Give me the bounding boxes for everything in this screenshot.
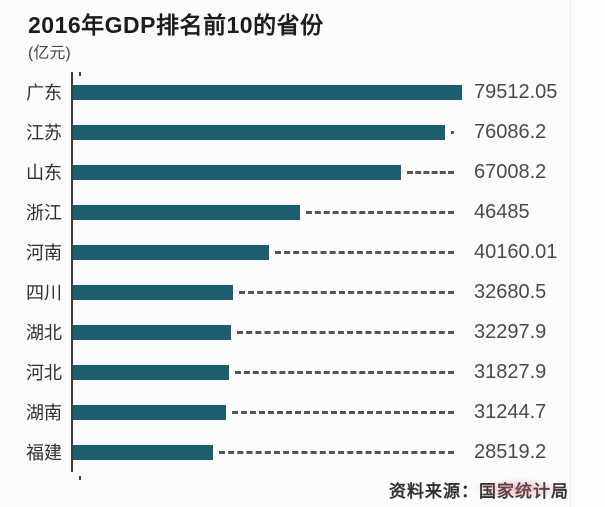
- bar: [73, 244, 270, 260]
- leader-line: [451, 130, 454, 134]
- bar: [73, 124, 446, 140]
- leader-line: [218, 450, 454, 454]
- bar-chart: 广东 79512.05 江苏 76086.2 山东 67008.2 浙江 46485 河南 401…: [0, 72, 570, 472]
- category-label: 福建: [26, 443, 62, 463]
- chart-row: 湖北 32297.9: [0, 312, 585, 352]
- bar-track: [71, 112, 462, 152]
- source-note: 资料来源：国家统计局: [389, 482, 569, 501]
- bar: [73, 164, 401, 180]
- unit-label: (亿元): [28, 45, 71, 62]
- axis-line-bottom: [79, 476, 81, 480]
- leader-line: [237, 330, 454, 334]
- bar: [73, 404, 226, 420]
- bar-track: [71, 352, 462, 392]
- bar: [73, 324, 231, 340]
- chart-row: 江苏 76086.2: [0, 112, 585, 152]
- value-label: 79512.05: [474, 80, 558, 103]
- bar: [73, 444, 213, 460]
- value-label: 67008.2: [474, 160, 547, 183]
- category-label: 湖南: [26, 403, 62, 423]
- category-label: 河南: [26, 243, 62, 263]
- bar-track: [71, 152, 462, 192]
- category-label: 江苏: [26, 123, 62, 143]
- chart-row: 河南 40160.01: [0, 232, 585, 272]
- value-label: 31827.9: [474, 360, 547, 383]
- bar: [73, 84, 462, 100]
- bar-track: [71, 392, 462, 432]
- value-label: 32680.5: [474, 280, 547, 303]
- leader-line: [234, 370, 454, 374]
- bar: [73, 364, 229, 380]
- leader-line: [231, 410, 454, 414]
- category-label: 浙江: [26, 203, 62, 223]
- bar: [73, 204, 301, 220]
- bar: [73, 284, 233, 300]
- chart-row: 湖南 31244.7: [0, 392, 585, 432]
- bar-track: [71, 312, 462, 352]
- axis-line-top: [79, 72, 81, 76]
- chart-row: 浙江 46485: [0, 192, 585, 232]
- chart-panel: 2016年GDP排名前10的省份 (亿元) 广东 79512.05 江苏 76086.…: [0, 0, 571, 507]
- bar-track: [71, 272, 462, 312]
- category-label: 河北: [26, 363, 62, 383]
- chart-row: 四川 32680.5: [0, 272, 585, 312]
- bar-track: [71, 232, 462, 272]
- value-label: 32297.9: [474, 320, 547, 343]
- value-label: 28519.2: [474, 440, 547, 463]
- chart-rows: 广东 79512.05 江苏 76086.2 山东 67008.2 浙江 46485 河南 401…: [0, 72, 570, 472]
- bar-track: [71, 72, 462, 112]
- category-label: 湖北: [26, 323, 62, 343]
- category-label: 山东: [26, 163, 62, 183]
- chart-row: 福建 28519.2: [0, 432, 585, 472]
- leader-line: [406, 170, 454, 174]
- leader-line: [306, 210, 454, 214]
- leader-line: [275, 250, 454, 254]
- chart-row: 山东 67008.2: [0, 152, 585, 192]
- value-label: 76086.2: [474, 120, 547, 143]
- chart-row: 广东 79512.05: [0, 72, 585, 112]
- bar-track: [71, 432, 462, 472]
- value-label: 46485: [474, 200, 530, 223]
- bar-track: [71, 192, 462, 232]
- chart-title: 2016年GDP排名前10的省份: [28, 12, 324, 38]
- category-label: 四川: [26, 283, 62, 303]
- leader-line: [238, 290, 454, 294]
- category-label: 广东: [26, 83, 62, 103]
- value-label: 40160.01: [474, 240, 558, 263]
- value-label: 31244.7: [474, 400, 547, 423]
- chart-row: 河北 31827.9: [0, 352, 585, 392]
